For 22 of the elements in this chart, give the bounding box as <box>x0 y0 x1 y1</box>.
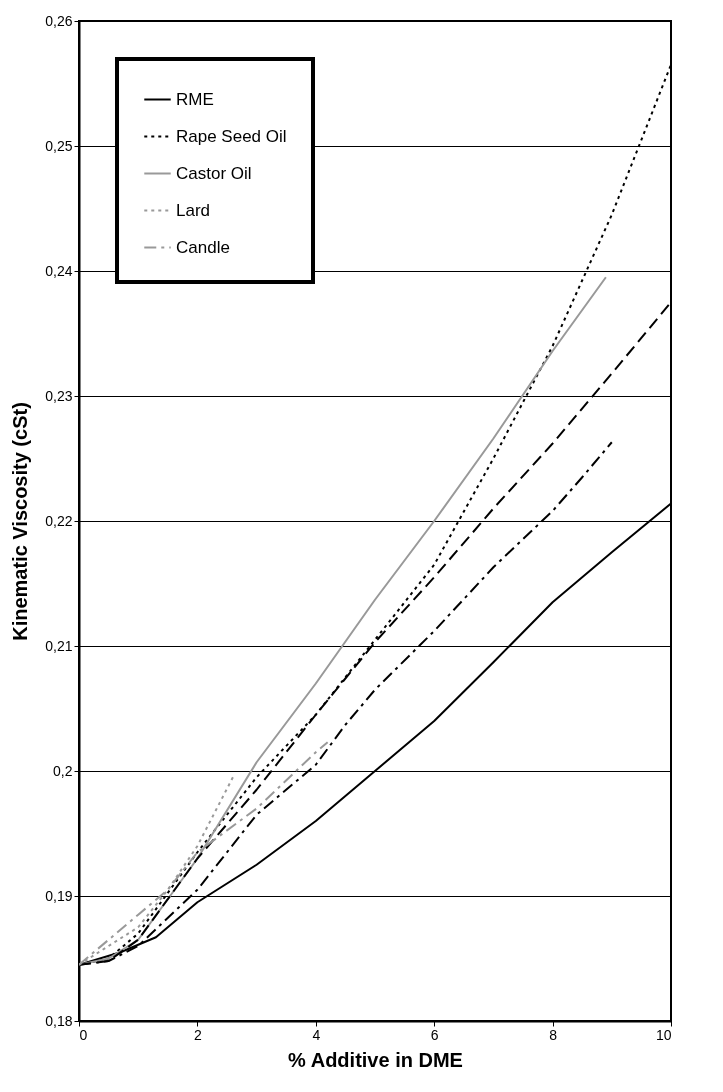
y-tick-label: 0,22 <box>45 512 73 529</box>
y-tick-label: 0,26 <box>45 12 73 29</box>
x-tick-label: 10 <box>655 1026 672 1043</box>
legend-label: RME <box>176 89 214 109</box>
x-tick-label: 2 <box>194 1026 202 1043</box>
legend-label: Candle <box>176 237 230 257</box>
x-tick-label: 8 <box>549 1026 558 1043</box>
y-tick-label: 0,21 <box>45 637 73 654</box>
legend-label: Lard <box>176 200 211 220</box>
x-tick-label: 6 <box>430 1026 439 1043</box>
y-axis-title: Kinematic Viscosity (cSt) <box>9 402 32 641</box>
y-tick-label: 0,18 <box>45 1012 73 1029</box>
y-tick-label: 0,19 <box>45 887 73 904</box>
y-tick-label: 0,23 <box>45 387 73 404</box>
legend-label: Rape Seed Oil <box>176 126 287 146</box>
x-axis-title: % Additive in DME <box>288 1048 463 1071</box>
x-tick-label: 0 <box>79 1026 88 1043</box>
legend-label: Castor Oil <box>176 163 252 183</box>
y-tick-label: 0,24 <box>45 262 73 279</box>
y-tick-label: 0,25 <box>45 137 73 154</box>
x-tick-label: 4 <box>312 1026 321 1043</box>
y-tick-label: 0,2 <box>53 762 73 779</box>
